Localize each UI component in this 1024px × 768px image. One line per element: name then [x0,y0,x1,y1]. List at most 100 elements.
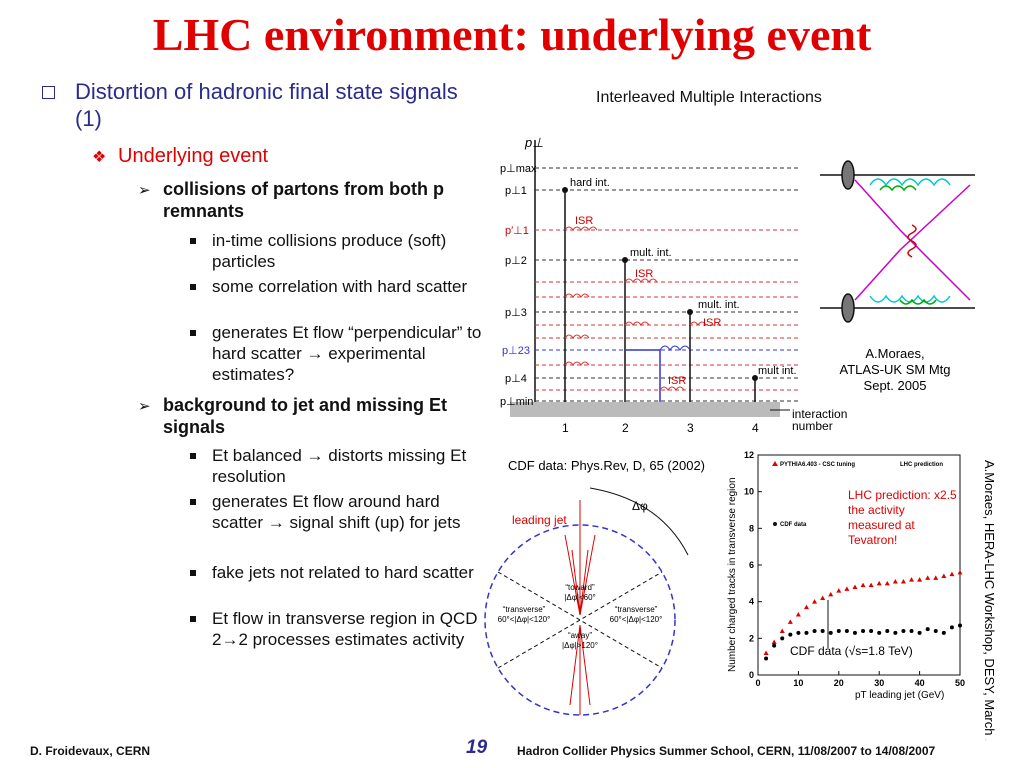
bullet-level3: collisions of partons from both p remnan… [163,179,444,221]
label: p⊥4 [505,373,527,385]
label: p⊥max [500,163,537,175]
label: ISR [703,317,721,329]
credit: A.Moraes, ATLAS-UK SM Mtg Sept. 2005 [839,346,950,393]
label: ISR [668,375,686,387]
data-point [804,630,809,635]
footer-author: D. Froidevaux, CERN [30,744,151,758]
data-point [933,629,938,633]
x-tick-label: 40 [915,678,925,688]
data-point [869,629,874,633]
data-point [771,639,777,644]
data-point [949,625,954,630]
data-point [917,630,922,635]
isr-lines [535,229,800,391]
data-point [836,588,842,593]
data-point [763,650,769,655]
data-point [836,629,841,633]
label: |Δφ|>120° [562,641,598,650]
data-point [877,630,882,635]
annotation: LHC prediction: x2.5 the activity measur… [848,488,957,547]
region-lines [497,571,663,669]
bullet-marker [190,570,196,576]
x-tick-label: 0 [755,678,760,688]
dphi-label: Δφ [632,499,648,513]
label: mult. int. [630,247,672,259]
data-point [941,630,946,635]
data-point [820,595,826,600]
data-point [828,630,833,635]
y-tick-label: 8 [749,523,754,533]
data-point [796,630,801,635]
data-point [925,575,931,580]
jet-arrows [564,500,596,715]
label: 60°<|Δφ|<120° [498,615,551,624]
legend-entry: PYTHIA6.403 - CSC tuning [780,462,855,468]
bullet-marker [190,453,196,459]
plot-points [763,569,963,661]
data-point [820,629,825,633]
legend-entry: LHC prediction [900,462,943,468]
level-labels: p⊥max p⊥1 p′⊥1 p⊥2 p⊥3 p⊥23 p⊥4 p⊥min [500,163,537,408]
label: mult int. [758,365,797,377]
data-point [788,632,793,637]
label: LHC prediction: x2.5 the activity measur… [848,488,957,547]
label: 2 [622,421,629,435]
bullet-level4: generates Et flow around hard scatter → … [212,492,461,532]
label: 1 [562,421,569,435]
label: “toward” [565,583,595,592]
y-tick-label: 10 [744,487,754,497]
interaction-lines [564,190,756,402]
x-tick-label: 20 [834,678,844,688]
bullet-marker [190,499,196,505]
label: p⊥1 [505,185,527,197]
cdf-label: CDF data (√s=1.8 TeV) [790,644,913,658]
region-circle [484,524,676,716]
data-point [901,629,906,633]
data-point [844,629,849,633]
bullet-marker: ➢ [138,398,151,415]
label: “transverse” [503,605,546,614]
x-axis-label: pT leading jet (GeV) [855,690,944,701]
label: “transverse” [615,605,658,614]
baseline-bar [510,402,780,417]
data-point [876,580,882,586]
bullet-level4: some correlation with hard scatter [212,277,468,296]
region-labels: “toward”|Δφ|<60° “transverse”60°<|Δφ|<12… [498,583,663,650]
label: p′⊥1 [505,225,529,237]
page-number: 19 [466,737,488,758]
label: 3 [687,421,694,435]
x-tick-label: 30 [874,678,884,688]
bullet-level4: Et balanced → distorts missing Et resolu… [212,446,467,486]
data-point [917,577,923,582]
bullet-level3: background to jet and missing Et signals [163,395,448,437]
bullet-level2: Underlying event [118,145,269,167]
data-point [925,627,930,632]
figures: Interleaved Multiple Interactions p⊥ p⊥m… [484,89,997,740]
label: ISR [575,215,593,227]
data-point [868,582,874,588]
data-point [852,584,858,589]
data-point [941,573,947,578]
axis-label: p⊥ [524,135,544,150]
data-point [893,630,898,635]
bullet-marker [190,284,196,290]
interaction-dots [562,187,758,381]
footer-event: Hadron Collider Physics Summer School, C… [517,744,936,758]
leading-jet-label: leading jet [512,513,567,527]
legend-entry: CDF data [780,522,807,528]
label: p⊥23 [502,345,530,357]
y-axis-label: Number charged tracks in transverse regi… [727,477,738,672]
label: 60°<|Δφ|<120° [610,615,663,624]
data-point [812,629,817,633]
data-point [885,629,890,633]
label: mult. int. [698,299,740,311]
y-tick-label: 2 [749,633,754,643]
data-point [772,643,777,648]
x-tick-labels: 1 2 3 4 [562,421,759,435]
data-point [828,591,834,597]
label: ISR [635,268,653,280]
x-tick-label: 50 [955,678,965,688]
label: p⊥2 [505,255,527,267]
event-sketch [820,160,975,323]
